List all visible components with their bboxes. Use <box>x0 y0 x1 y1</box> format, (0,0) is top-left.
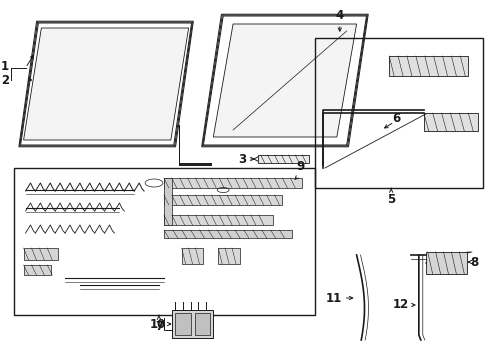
Polygon shape <box>213 24 356 137</box>
Text: 6: 6 <box>391 112 399 125</box>
Bar <box>388 56 468 76</box>
Bar <box>163 195 282 205</box>
Text: 8: 8 <box>469 256 477 269</box>
Bar <box>14 168 314 315</box>
Polygon shape <box>23 28 188 140</box>
Text: 3: 3 <box>237 153 245 166</box>
Text: 12: 12 <box>392 298 408 311</box>
Polygon shape <box>425 260 455 263</box>
Text: 2: 2 <box>0 73 9 86</box>
Bar <box>171 310 213 338</box>
Polygon shape <box>425 263 447 264</box>
Bar <box>163 230 292 238</box>
Polygon shape <box>425 256 463 263</box>
Bar <box>182 248 203 264</box>
Bar <box>23 248 58 260</box>
Text: 4: 4 <box>335 9 343 22</box>
Bar <box>194 313 210 335</box>
Polygon shape <box>425 252 471 263</box>
Bar <box>257 155 308 163</box>
Bar <box>23 265 51 275</box>
Text: 7: 7 <box>155 320 163 333</box>
Bar <box>163 215 272 225</box>
Text: 11: 11 <box>325 292 341 305</box>
Bar <box>425 252 467 274</box>
Text: 1: 1 <box>0 59 9 72</box>
Bar <box>423 113 477 131</box>
Bar <box>174 313 190 335</box>
Bar <box>314 38 482 188</box>
Bar <box>218 248 240 264</box>
Bar <box>163 178 302 188</box>
Text: 5: 5 <box>386 193 394 206</box>
Text: 9: 9 <box>296 160 304 173</box>
Bar <box>163 178 171 225</box>
Text: 10: 10 <box>149 318 165 330</box>
